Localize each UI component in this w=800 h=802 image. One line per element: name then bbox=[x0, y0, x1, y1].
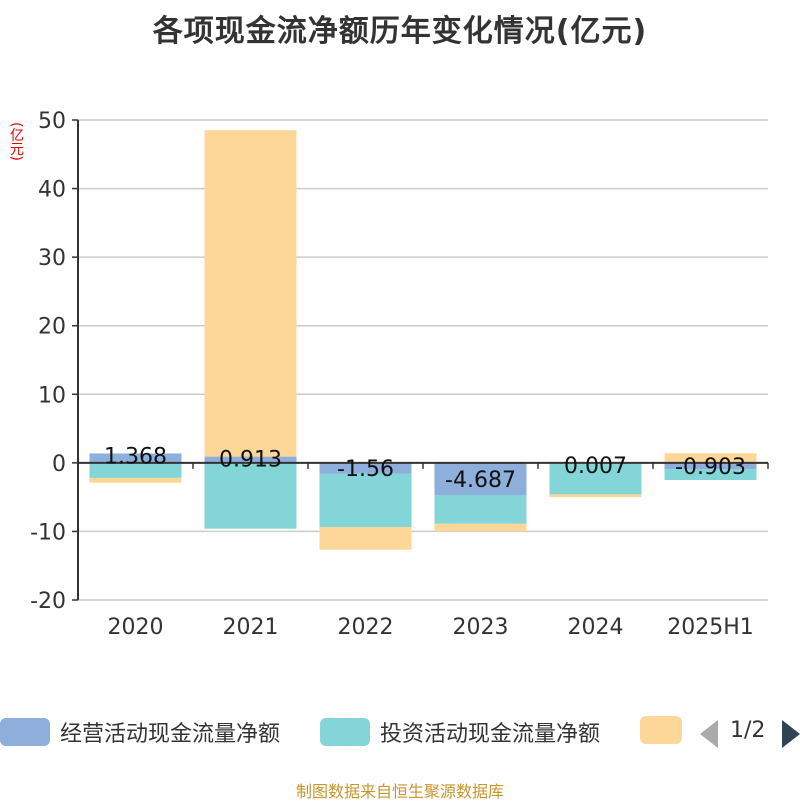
y-tick-label: 50 bbox=[38, 109, 66, 134]
bar-2021-series-0[interactable] bbox=[204, 456, 297, 463]
legend-item-operating[interactable]: 经营活动现金流量净额 bbox=[0, 716, 280, 748]
axes: 50 40 30 20 10 0 -10 -20 2020 2021 2022 2023 2024 202… bbox=[30, 109, 769, 640]
bar-2024-series-1[interactable] bbox=[549, 462, 642, 495]
data-label-2021: 0.913 bbox=[219, 448, 282, 473]
bars bbox=[89, 130, 757, 550]
x-tick-label: 2021 bbox=[223, 615, 279, 640]
x-tick-label: 2025H1 bbox=[667, 615, 754, 640]
bar-2023-series-2[interactable] bbox=[434, 523, 527, 532]
data-label-2023: -4.687 bbox=[445, 468, 516, 493]
bar-2025H1-series-1[interactable] bbox=[664, 469, 757, 481]
y-tick-label: 30 bbox=[38, 246, 66, 271]
data-label-2022: -1.56 bbox=[337, 457, 394, 482]
data-label-2024: 0.007 bbox=[564, 454, 627, 479]
bar-2022-series-2[interactable] bbox=[319, 527, 412, 550]
legend-item-financing[interactable] bbox=[640, 716, 682, 744]
bar-chart: 50 40 30 20 10 0 -10 -20 2020 2021 2022 2023 2024 202… bbox=[30, 109, 769, 640]
bar-2020-series-1[interactable] bbox=[89, 462, 182, 478]
x-tick-label: 2023 bbox=[453, 615, 509, 640]
source-note: 制图数据来自恒生聚源数据库 bbox=[295, 782, 504, 801]
bar-2025H1-series-2[interactable] bbox=[664, 453, 757, 463]
bar-2020-series-0[interactable] bbox=[89, 453, 182, 463]
y-tick-label: 10 bbox=[38, 383, 66, 408]
y-tick-label: -10 bbox=[30, 520, 66, 545]
y-tick-label: 40 bbox=[38, 178, 66, 203]
bar-2022-series-0[interactable] bbox=[319, 462, 412, 474]
legend-swatch-operating bbox=[0, 718, 50, 746]
y-tick-label: 20 bbox=[38, 315, 66, 340]
bar-2023-series-0[interactable] bbox=[434, 462, 527, 495]
legend-swatch-investing bbox=[320, 718, 370, 746]
x-tick-label: 2020 bbox=[108, 615, 164, 640]
y-tick-label: -20 bbox=[30, 589, 66, 614]
y-axis-unit-label: (亿元) bbox=[8, 122, 24, 161]
legend-label-investing: 投资活动现金流量净额 bbox=[380, 722, 601, 747]
y-tick-label: 0 bbox=[52, 452, 66, 477]
bar-2023-series-1[interactable] bbox=[434, 494, 527, 524]
legend-next-arrow-icon[interactable] bbox=[782, 720, 800, 748]
chart-title: 各项现金流净额历年变化情况(亿元) bbox=[152, 14, 648, 49]
bar-2021-series-2[interactable] bbox=[204, 130, 297, 457]
legend-label-operating: 经营活动现金流量净额 bbox=[60, 722, 281, 747]
x-tick-label: 2024 bbox=[568, 615, 624, 640]
gridlines bbox=[78, 119, 768, 601]
bar-2025H1-series-0[interactable] bbox=[664, 462, 757, 470]
legend-swatch-financing bbox=[640, 716, 682, 744]
legend-prev-arrow-icon[interactable] bbox=[700, 720, 718, 748]
legend-page-indicator: 1/2 bbox=[730, 718, 766, 743]
legend: 经营活动现金流量净额 投资活动现金流量净额 1/2 bbox=[0, 716, 800, 756]
data-label-2025H1: -0.903 bbox=[675, 455, 746, 480]
bar-2021-series-1[interactable] bbox=[204, 462, 297, 529]
legend-item-investing[interactable]: 投资活动现金流量净额 bbox=[320, 716, 600, 748]
bar-2022-series-1[interactable] bbox=[319, 473, 412, 528]
data-labels: 1.368 0.913 -1.56 -4.687 0.007 -0.903 bbox=[104, 444, 746, 492]
bar-2020-series-2[interactable] bbox=[89, 477, 182, 483]
bar-2024-series-2[interactable] bbox=[549, 494, 642, 498]
x-tick-label: 2022 bbox=[338, 615, 394, 640]
data-label-2020: 1.368 bbox=[104, 444, 167, 469]
